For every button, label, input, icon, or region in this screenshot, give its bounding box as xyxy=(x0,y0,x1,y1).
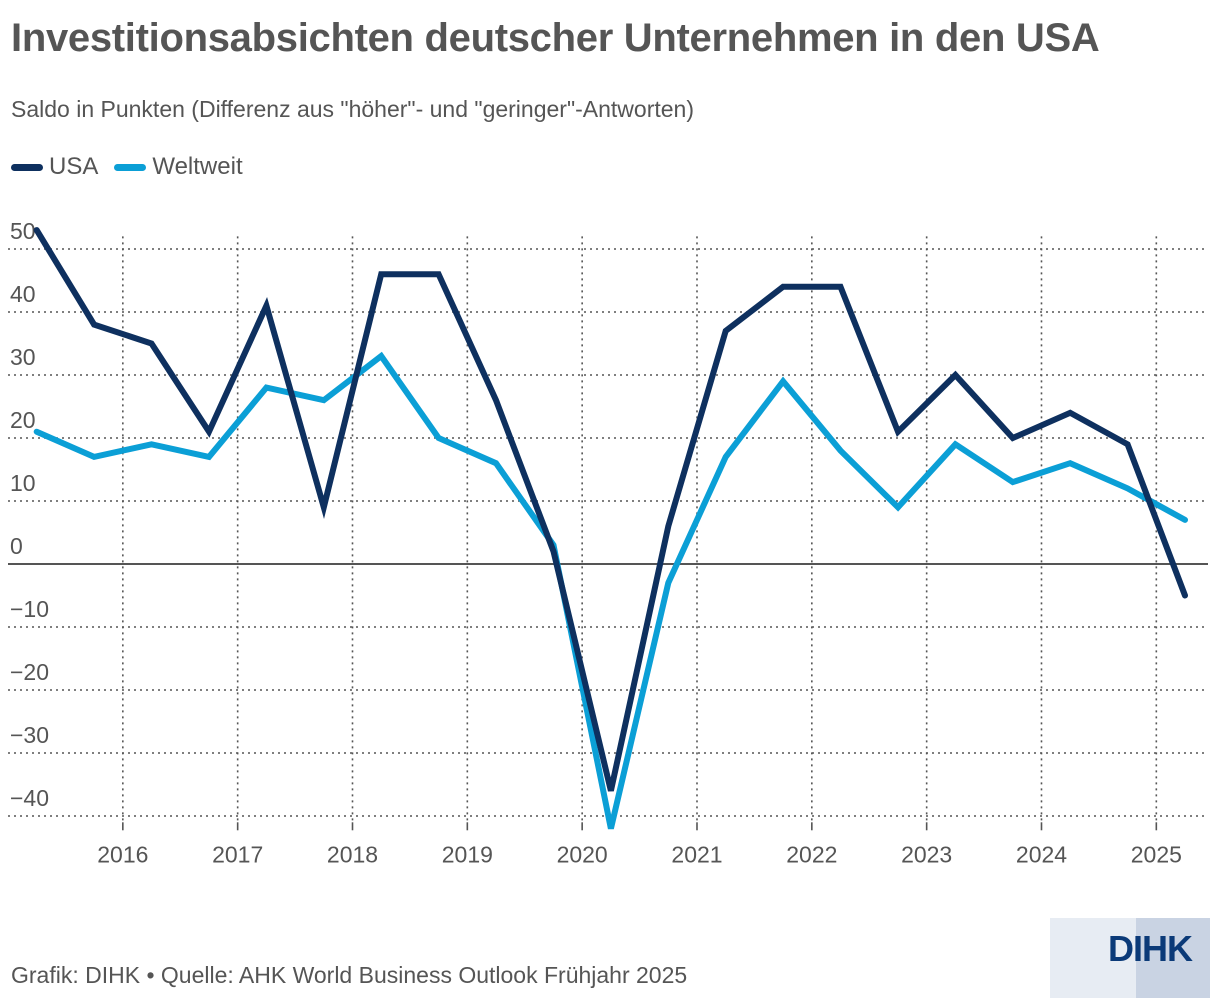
x-tick-label: 2022 xyxy=(786,841,837,867)
y-tick-label: 30 xyxy=(10,344,36,370)
x-tick-label: 2021 xyxy=(671,841,722,867)
legend-swatch-weltweit xyxy=(114,163,147,171)
legend-swatch-usa xyxy=(11,163,43,171)
legend-item-usa: USA xyxy=(11,153,98,181)
x-tick-label: 2018 xyxy=(327,841,378,867)
x-tick-label: 2019 xyxy=(442,841,493,867)
y-tick-label: 10 xyxy=(10,470,36,496)
legend-item-weltweit: Weltweit xyxy=(114,153,243,181)
y-tick-label: 20 xyxy=(10,407,36,433)
y-tick-label: 0 xyxy=(10,533,23,559)
legend-label-usa: USA xyxy=(49,153,99,180)
source-note: Grafik: DIHK • Quelle: AHK World Busines… xyxy=(11,962,688,988)
dihk-logo: DIHK xyxy=(1050,918,1210,998)
y-tick-label: 40 xyxy=(10,281,36,307)
series-line-usa xyxy=(33,227,1188,792)
chart-subtitle: Saldo in Punkten (Differenz aus "höher"-… xyxy=(11,96,694,122)
x-tick-label: 2025 xyxy=(1131,841,1182,867)
legend-label-weltweit: Weltweit xyxy=(152,153,243,180)
y-tick-label: −10 xyxy=(10,596,49,622)
y-tick-label: −20 xyxy=(10,659,49,685)
x-tick-label: 2024 xyxy=(1016,841,1067,867)
y-tick-label: −30 xyxy=(10,722,49,748)
x-tick-label: 2020 xyxy=(557,841,608,867)
logo-text: DIHK xyxy=(1108,928,1193,969)
chart-title: Investitionsabsichten deutscher Unterneh… xyxy=(11,16,1100,60)
y-tick-label: −40 xyxy=(10,785,49,811)
x-tick-label: 2016 xyxy=(97,841,148,867)
x-tick-label: 2023 xyxy=(901,841,952,867)
y-tick-label: 50 xyxy=(10,218,36,244)
chart-legend: USA Weltweit xyxy=(11,153,259,181)
x-tick-label: 2017 xyxy=(212,841,263,867)
